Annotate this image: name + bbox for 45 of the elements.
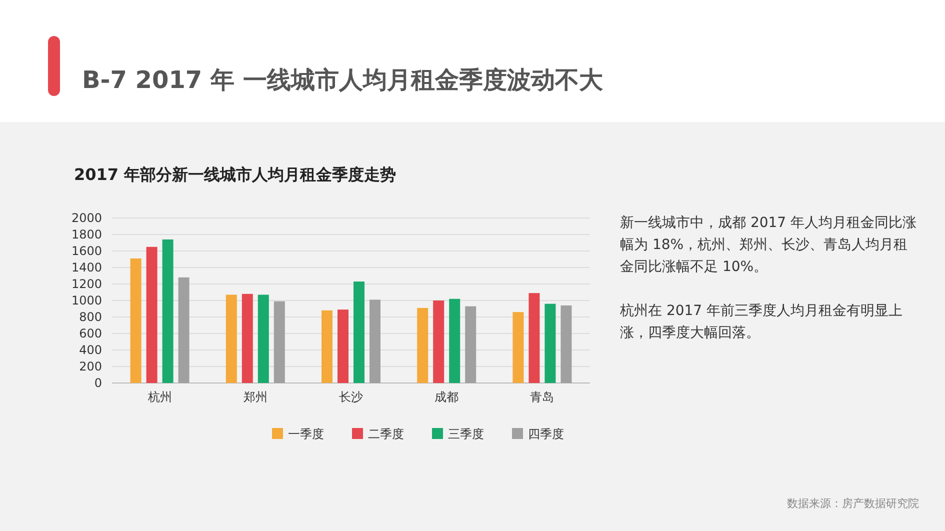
y-tick-label: 1800 [71, 228, 102, 242]
bar [560, 305, 572, 383]
text: 杭州在 2017 年前三季度人均月租金有明显上涨，四季度大幅回落。 [620, 302, 904, 343]
bar [162, 239, 174, 383]
chart-subtitle: 2017 年部分新一线城市人均月租金季度走势 [74, 165, 396, 184]
bar [226, 294, 237, 383]
bar [258, 294, 269, 383]
x-tick-label: 成都 [434, 390, 459, 404]
text: 新一线城市中，成都 2017 年人均月租金同比涨幅为 18%，杭州、郑州、长沙、青岛人均月租金同比涨幅不足 10%。 [620, 214, 918, 277]
bar [242, 294, 253, 383]
y-tick-label: 200 [79, 360, 102, 374]
x-tick-label: 杭州 [146, 390, 172, 404]
bar [512, 312, 524, 383]
y-tick-label: 2000 [71, 211, 102, 225]
bar [465, 306, 476, 383]
y-tick-label: 1600 [71, 244, 102, 258]
chart-title: B-7 2017 年 一线城市人均月租金季度波动不大 [82, 65, 603, 96]
bar [370, 300, 380, 383]
bar [338, 310, 348, 383]
y-tick-label: 400 [79, 343, 102, 357]
bar [449, 298, 460, 383]
y-tick-label: 1400 [71, 260, 102, 274]
x-tick-label: 长沙 [339, 390, 363, 404]
y-tick-label: 0 [94, 376, 102, 390]
x-tick-label: 郑州 [243, 390, 268, 404]
bar [322, 310, 332, 383]
bar [354, 282, 364, 383]
bar [178, 277, 190, 383]
y-tick-label: 1000 [71, 294, 102, 308]
y-tick-label: 1200 [71, 277, 102, 291]
bar [274, 301, 285, 383]
y-tick-label: 600 [79, 326, 102, 340]
bar [544, 304, 556, 383]
bar [528, 293, 540, 383]
y-tick-label: 800 [79, 310, 102, 324]
bar [417, 308, 428, 383]
legend-label: 一季度 [288, 427, 324, 441]
source-note: 数据来源：房产数据研究院 [787, 496, 919, 511]
legend-label: 三季度 [448, 427, 484, 441]
bar [433, 300, 444, 383]
bar [146, 246, 158, 383]
bar [130, 258, 142, 383]
x-tick-label: 青岛 [530, 390, 554, 404]
legend-label: 四季度 [528, 427, 564, 441]
legend-label: 二季度 [368, 427, 404, 441]
